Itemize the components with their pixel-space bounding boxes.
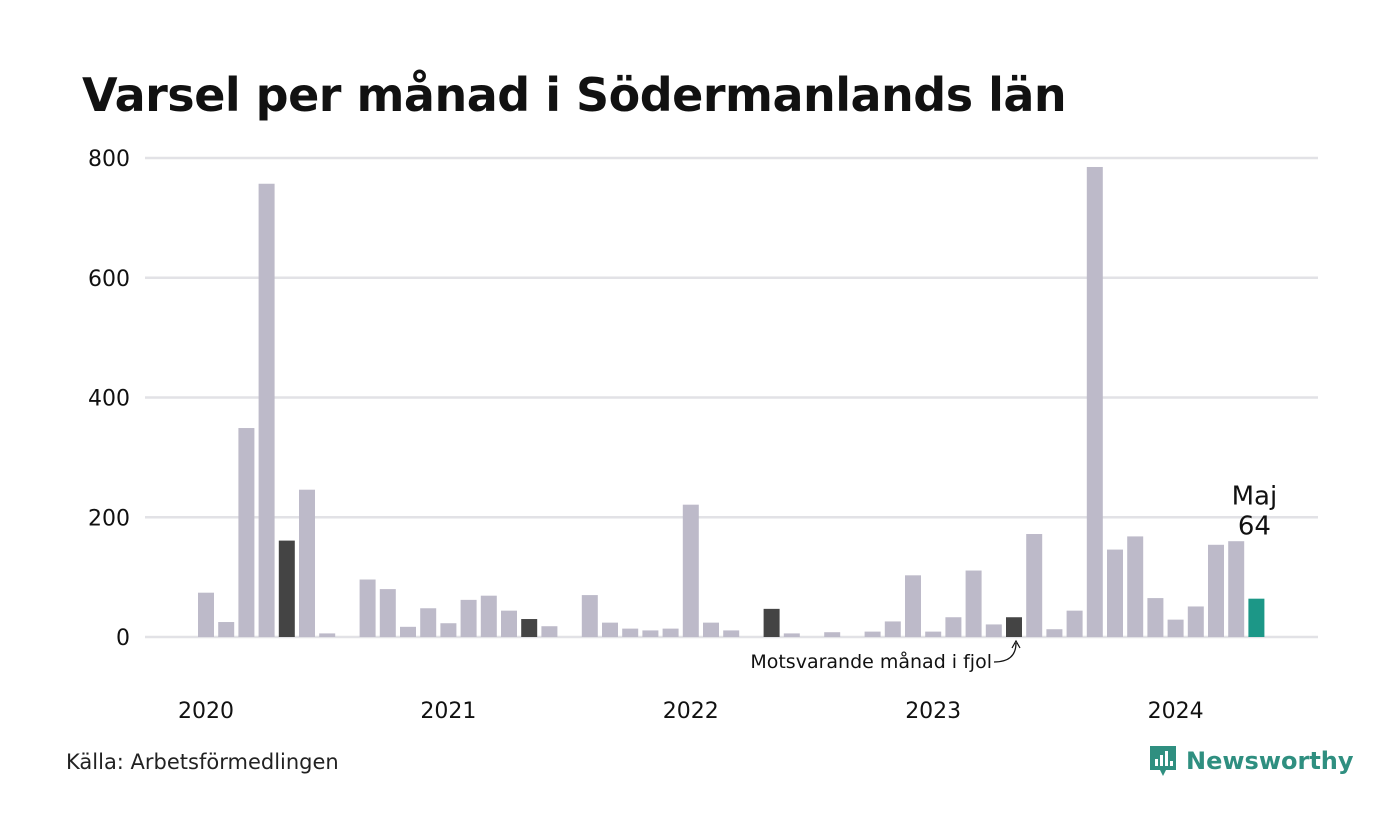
brand-logo: Newsworthy [1148, 744, 1354, 778]
x-tick-label: 2024 [1148, 699, 1204, 724]
bar-chart: 0 200 400 600 800 2020 2021 2022 2023 2024 Maj64… [88, 147, 1318, 724]
bar [783, 633, 800, 637]
bar [1006, 617, 1022, 637]
bar [1228, 541, 1245, 637]
y-axis-labels: 0 200 400 600 800 [88, 147, 130, 651]
previous-year-annotation: Motsvarande månad i fjol [750, 650, 992, 673]
bar [1026, 534, 1043, 637]
bar [1147, 598, 1164, 637]
brand-name: Newsworthy [1186, 747, 1354, 775]
bar [1046, 629, 1063, 637]
bar [460, 599, 477, 637]
current-value-label: 64 [1238, 512, 1271, 542]
y-tick-label: 0 [116, 626, 130, 651]
bar [985, 624, 1002, 637]
bar [824, 632, 841, 637]
bar [1086, 166, 1103, 637]
bar [682, 504, 699, 637]
x-tick-label: 2021 [420, 699, 476, 724]
chart-title: Varsel per månad i Södermanlands län [82, 68, 1067, 122]
x-tick-label: 2022 [663, 699, 719, 724]
x-tick-label: 2023 [905, 699, 961, 724]
bar [420, 608, 437, 637]
y-tick-label: 800 [88, 147, 130, 172]
annotation-arrowhead [1011, 639, 1021, 649]
bar [1127, 536, 1144, 637]
bar [1167, 619, 1184, 637]
bar [278, 540, 295, 637]
bar [642, 630, 659, 637]
x-axis-labels: 2020 2021 2022 2023 2024 [178, 699, 1204, 724]
bar [480, 595, 497, 637]
x-tick-label: 2020 [178, 699, 234, 724]
bar [1066, 610, 1083, 637]
bar [1107, 549, 1123, 637]
bar [622, 628, 639, 637]
bar [703, 622, 719, 637]
newsworthy-logo-icon [1150, 746, 1176, 776]
bar [884, 621, 901, 637]
bar [501, 610, 517, 637]
bar [299, 489, 315, 637]
source-note: Källa: Arbetsförmedlingen [66, 750, 339, 774]
bar [198, 592, 214, 637]
bar [662, 628, 679, 637]
bar [258, 183, 275, 637]
bar [1187, 606, 1204, 637]
bar [541, 626, 558, 637]
bar [238, 428, 255, 637]
y-tick-label: 200 [88, 506, 130, 531]
bar [723, 630, 740, 637]
bar [319, 633, 336, 637]
bar [379, 589, 396, 637]
bar [359, 579, 376, 637]
annotation-arrow [993, 642, 1017, 663]
bar [1248, 598, 1265, 637]
bar [440, 623, 457, 637]
y-tick-label: 400 [88, 387, 130, 412]
bar [945, 617, 962, 637]
bar [864, 631, 881, 637]
bar [905, 575, 921, 637]
bar [218, 622, 235, 637]
bar [1208, 544, 1224, 637]
bar [925, 631, 942, 637]
bar [965, 570, 982, 637]
bars [198, 166, 1265, 637]
y-tick-label: 600 [88, 267, 130, 292]
bar [400, 626, 416, 637]
bar [581, 595, 598, 637]
bar [521, 619, 538, 637]
bar [763, 608, 780, 637]
bar [602, 622, 618, 637]
current-month-label: Maj [1232, 482, 1278, 512]
